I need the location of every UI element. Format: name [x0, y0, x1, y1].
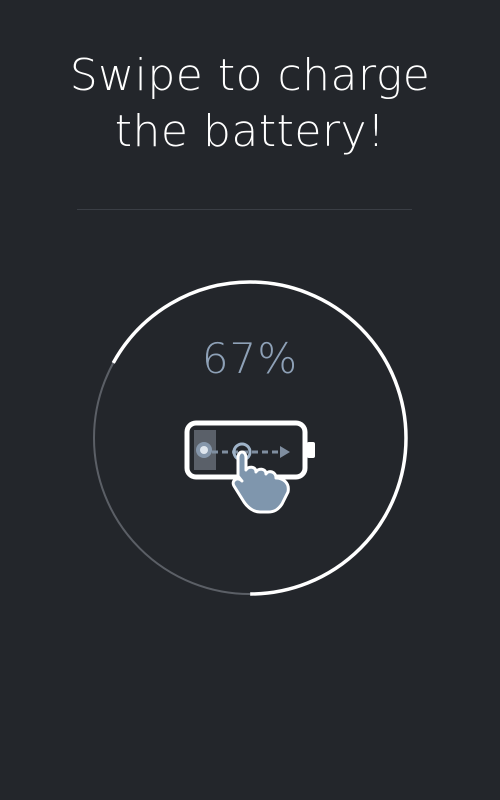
swipe-hand-icon: [231, 450, 290, 514]
charge-percent: 67%: [201, 334, 299, 383]
divider: [77, 209, 412, 210]
instruction-title: Swipe to charge the battery!: [0, 48, 500, 160]
charge-ring-progress: [92, 280, 408, 596]
swipe-arrowhead: [280, 446, 290, 458]
battery-terminal: [307, 442, 315, 458]
battery-icon[interactable]: [182, 418, 322, 518]
title-line-1: Swipe to charge: [69, 50, 431, 101]
title-line-2: the battery!: [114, 106, 386, 157]
charge-ring[interactable]: [90, 278, 410, 598]
swipe-start-dot-core: [200, 446, 208, 454]
